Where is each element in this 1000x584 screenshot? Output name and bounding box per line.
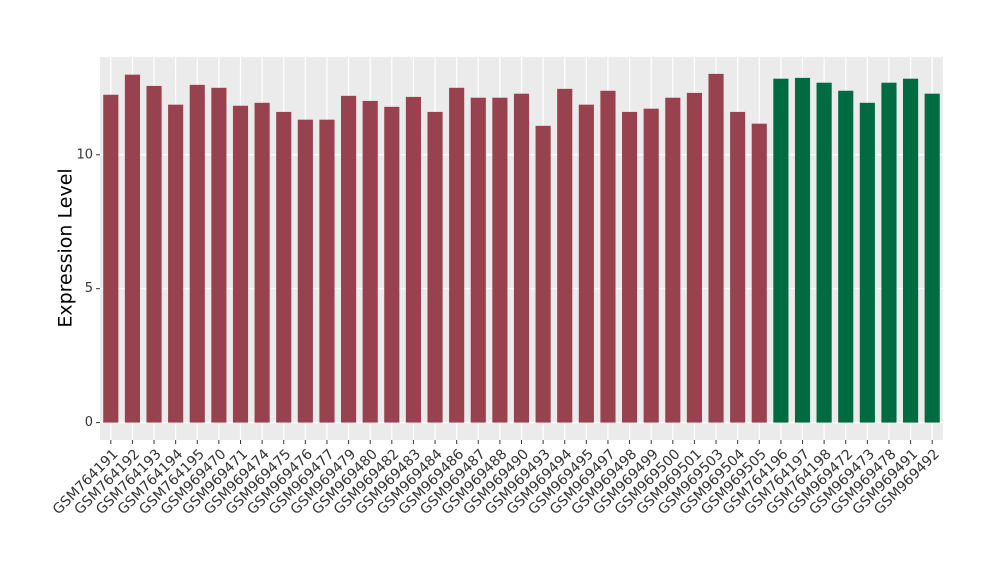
bar — [881, 82, 897, 423]
bar — [449, 87, 465, 423]
bar — [643, 108, 659, 423]
bar — [124, 74, 140, 423]
bar — [513, 93, 530, 423]
bar — [708, 73, 724, 423]
bar — [665, 97, 681, 423]
y-tick-label: 10 — [76, 147, 93, 162]
bar — [189, 84, 205, 423]
bar — [297, 119, 313, 423]
bar — [903, 78, 919, 423]
bar — [600, 90, 616, 423]
bar — [146, 85, 162, 423]
bar — [362, 100, 378, 423]
bar — [622, 111, 638, 423]
bar — [405, 96, 421, 423]
bar — [535, 125, 551, 423]
bar — [276, 111, 292, 423]
bar — [211, 87, 227, 423]
bar — [427, 111, 443, 423]
bar — [730, 111, 746, 423]
bar — [578, 104, 594, 423]
bar — [859, 102, 875, 423]
y-tick-label: 5 — [85, 281, 93, 296]
bar — [924, 93, 940, 423]
bar — [816, 82, 832, 423]
bar — [103, 94, 119, 423]
bar — [751, 123, 767, 423]
bar — [254, 102, 270, 423]
bar — [794, 77, 811, 423]
bar — [232, 105, 249, 423]
bar — [492, 97, 508, 423]
bar — [341, 95, 357, 423]
y-tick-label: 0 — [85, 415, 93, 430]
bar — [557, 88, 573, 423]
bar — [470, 97, 486, 423]
y-axis-title: Expression Level — [55, 168, 77, 327]
bar — [773, 78, 789, 423]
bar — [686, 92, 702, 423]
bar — [838, 90, 854, 423]
bar — [319, 119, 335, 423]
bar — [384, 106, 400, 423]
bar — [168, 104, 184, 423]
